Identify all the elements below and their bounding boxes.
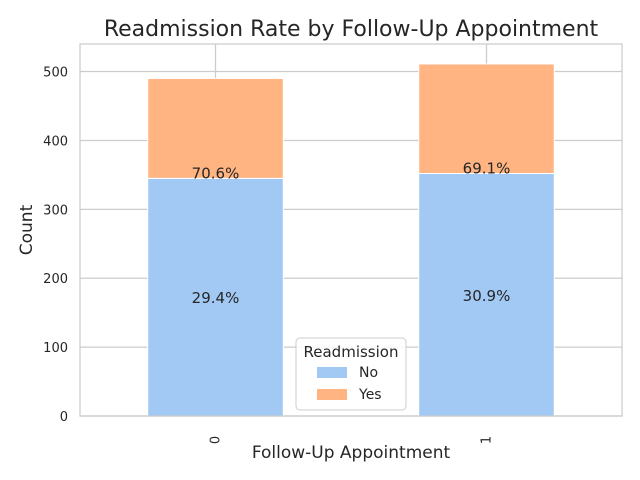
- chart-title: Readmission Rate by Follow-Up Appointmen…: [104, 17, 599, 42]
- y-tick-label: 400: [43, 134, 68, 149]
- bars: [147, 63, 555, 417]
- data-label: 70.6%: [192, 164, 240, 182]
- y-tick-label: 300: [43, 203, 68, 218]
- legend-label-yes: Yes: [358, 387, 382, 403]
- legend-swatch-yes: [317, 389, 347, 400]
- bar-no-0: [147, 177, 284, 417]
- legend-label-no: No: [359, 365, 378, 381]
- legend-swatch-no: [317, 367, 347, 378]
- data-label: 69.1%: [463, 160, 511, 178]
- y-tick-label: 200: [43, 272, 68, 287]
- data-label: 30.9%: [463, 287, 511, 305]
- data-label: 29.4%: [192, 289, 240, 307]
- x-tick-label: 0: [209, 436, 224, 444]
- x-axis-label: Follow-Up Appointment: [252, 443, 451, 463]
- data-labels: 29.4% 70.6% 30.9% 69.1%: [192, 160, 511, 308]
- y-tick-label: 100: [43, 341, 68, 356]
- bar-yes-1: [418, 63, 555, 175]
- legend-title: Readmission: [304, 343, 399, 361]
- plot-frame: [79, 43, 623, 417]
- y-axis-label: Count: [17, 204, 37, 255]
- legend: Readmission No Yes: [295, 337, 407, 411]
- y-tick-label: 0: [60, 410, 68, 425]
- bar-no-1: [418, 173, 555, 417]
- y-axis-ticks: 0 100 200 300 400 500: [43, 66, 68, 425]
- bar-yes-0: [147, 77, 284, 179]
- x-tick-label: 1: [480, 436, 495, 444]
- y-tick-label: 500: [43, 66, 68, 81]
